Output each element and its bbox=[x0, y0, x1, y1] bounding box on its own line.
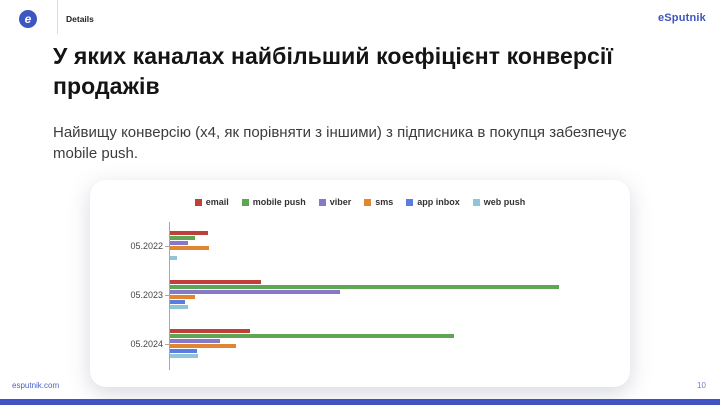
legend-item-sms: sms bbox=[364, 197, 393, 207]
bar-viber bbox=[170, 339, 220, 343]
legend-label: mobile push bbox=[252, 197, 306, 207]
bar-web-push bbox=[170, 354, 198, 358]
legend-item-email: email bbox=[194, 197, 229, 207]
legend-label: app inbox bbox=[417, 197, 460, 207]
bar-chart: 05.2022 05.2023 05.2024 bbox=[90, 222, 630, 370]
bar-mobile-push bbox=[170, 236, 195, 240]
legend-swatch-icon bbox=[318, 198, 326, 206]
category-label: 05.2024 bbox=[130, 338, 163, 349]
axis-tick bbox=[165, 343, 170, 345]
slide-subtitle: Найвищу конверсію (х4, як порівняти з ін… bbox=[53, 124, 627, 163]
legend-swatch-icon bbox=[241, 198, 249, 206]
bar-email bbox=[170, 280, 261, 284]
bar-mobile-push bbox=[170, 285, 559, 289]
axis-tick bbox=[165, 294, 170, 296]
bar-app-inbox bbox=[170, 300, 185, 304]
legend-label: sms bbox=[375, 197, 394, 207]
bar-group-05.2022: 05.2022 bbox=[130, 231, 618, 260]
bar-email bbox=[170, 231, 208, 235]
legend-swatch-icon bbox=[472, 198, 480, 206]
header-divider bbox=[57, 0, 58, 34]
legend-swatch-icon bbox=[364, 198, 372, 206]
axis-tick bbox=[165, 245, 170, 247]
footer-website-link: esputnik.com bbox=[12, 381, 60, 390]
bar-email bbox=[170, 329, 250, 333]
chart-card: email mobile push viber sms app inbox web pus… bbox=[90, 180, 630, 387]
category-label: 05.2023 bbox=[130, 289, 163, 300]
bottom-accent-band bbox=[0, 399, 720, 405]
slide-header: e Details eSputnik bbox=[0, 0, 720, 36]
bar-sms bbox=[170, 295, 195, 299]
legend-item-viber: viber bbox=[318, 197, 352, 207]
bar-mobile-push bbox=[170, 334, 454, 338]
legend-label: web push bbox=[483, 197, 526, 207]
bar-app-inbox bbox=[170, 349, 197, 353]
legend-item-web-push: web push bbox=[472, 197, 526, 207]
bar-group-05.2023: 05.2023 bbox=[130, 280, 618, 309]
chart-legend: email mobile push viber sms app inbox web pus… bbox=[90, 197, 630, 207]
brand-name: eSputnik bbox=[657, 12, 706, 24]
legend-item-app-inbox: app inbox bbox=[406, 197, 460, 207]
bar-web-push bbox=[170, 305, 188, 309]
legend-swatch-icon bbox=[194, 198, 202, 206]
page-number: 10 bbox=[697, 381, 706, 390]
category-label: 05.2022 bbox=[130, 240, 163, 251]
legend-label: viber bbox=[329, 197, 352, 207]
bar-sms bbox=[170, 344, 236, 348]
bar-group-05.2024: 05.2024 bbox=[130, 329, 618, 358]
chart-groups: 05.2022 05.2023 05.2024 bbox=[130, 222, 618, 370]
esputnik-logo-icon: e bbox=[19, 10, 37, 28]
legend-item-mobile-push: mobile push bbox=[241, 197, 306, 207]
y-axis-line bbox=[169, 222, 170, 370]
bar-sms bbox=[170, 246, 209, 250]
bar-web-push bbox=[170, 256, 177, 260]
bar-viber bbox=[170, 241, 188, 245]
legend-swatch-icon bbox=[406, 198, 414, 206]
bar-viber bbox=[170, 290, 340, 294]
legend-label: email bbox=[205, 197, 229, 207]
slide-title: У яких каналах найбільший коефіцієнт кон… bbox=[53, 43, 613, 99]
section-label: Details bbox=[66, 14, 94, 24]
